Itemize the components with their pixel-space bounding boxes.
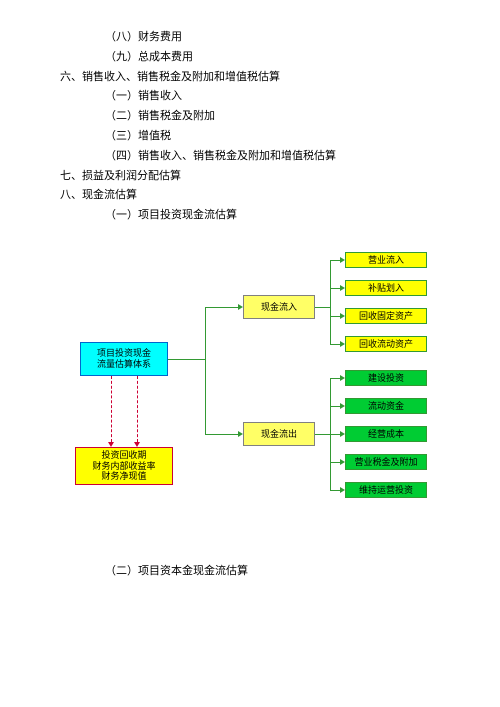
outline-item: 七、损益及利润分配估算 bbox=[60, 167, 500, 187]
arrow-icon bbox=[340, 375, 345, 381]
outline-item: （一）销售收入 bbox=[105, 87, 500, 107]
connector bbox=[205, 434, 238, 435]
connector bbox=[330, 260, 340, 261]
node-root: 项目投资现金流量估算体系 bbox=[80, 342, 168, 376]
connector bbox=[330, 316, 340, 317]
arrow-icon bbox=[340, 431, 345, 437]
node-inflow: 现金流入 bbox=[243, 295, 315, 319]
node-out4: 营业税金及附加 bbox=[345, 454, 427, 470]
node-out5: 维持运营投资 bbox=[345, 482, 427, 498]
connector-dashed bbox=[111, 376, 112, 442]
outline-item: 八、现金流估算 bbox=[60, 186, 500, 206]
connector bbox=[330, 260, 331, 344]
outline-item: （九）总成本费用 bbox=[105, 48, 500, 68]
node-out2: 流动资金 bbox=[345, 398, 427, 414]
outline-item: （八）财务费用 bbox=[105, 28, 500, 48]
connector-dashed bbox=[137, 376, 138, 442]
arrow-icon bbox=[340, 313, 345, 319]
arrow-icon bbox=[340, 459, 345, 465]
outline-item: （一）项目投资现金流估算 bbox=[105, 206, 500, 226]
arrow-icon bbox=[340, 257, 345, 263]
connector bbox=[330, 288, 340, 289]
arrow-icon bbox=[238, 431, 243, 437]
connector bbox=[330, 462, 340, 463]
outline-item: （三）增值税 bbox=[105, 127, 500, 147]
connector bbox=[330, 378, 340, 379]
outline-item: 六、销售收入、销售税金及附加和增值税估算 bbox=[60, 68, 500, 88]
arrow-icon bbox=[134, 442, 140, 447]
node-out1: 建设投资 bbox=[345, 370, 427, 386]
connector bbox=[330, 344, 340, 345]
arrow-icon bbox=[108, 442, 114, 447]
outline-item: （二）销售税金及附加 bbox=[105, 107, 500, 127]
node-metrics: 投资回收期财务内部收益率财务净现值 bbox=[75, 447, 173, 485]
node-in1: 营业流入 bbox=[345, 252, 427, 268]
connector bbox=[315, 434, 330, 435]
node-in4: 回收流动资产 bbox=[345, 336, 427, 352]
node-in3: 回收固定资产 bbox=[345, 308, 427, 324]
node-out3: 经营成本 bbox=[345, 426, 427, 442]
connector bbox=[315, 307, 330, 308]
connector bbox=[205, 307, 238, 308]
connector bbox=[330, 434, 340, 435]
connector bbox=[330, 406, 340, 407]
node-outflow: 现金流出 bbox=[243, 422, 315, 446]
outline-list: （八）财务费用 （九）总成本费用 六、销售收入、销售税金及附加和增值税估算 （一… bbox=[0, 0, 500, 226]
connector bbox=[330, 490, 340, 491]
arrow-icon bbox=[340, 341, 345, 347]
arrow-icon bbox=[238, 304, 243, 310]
cashflow-diagram: 项目投资现金流量估算体系 现金流入现金流出投资回收期财务内部收益率财务净现值 营业流… bbox=[0, 232, 500, 532]
connector bbox=[168, 359, 205, 360]
node-in2: 补贴划入 bbox=[345, 280, 427, 296]
outline-item: （四）销售收入、销售税金及附加和增值税估算 bbox=[105, 147, 500, 167]
arrow-icon bbox=[340, 285, 345, 291]
arrow-icon bbox=[340, 487, 345, 493]
arrow-icon bbox=[340, 403, 345, 409]
outline-item: （二）项目资本金现金流估算 bbox=[105, 562, 500, 582]
connector bbox=[205, 307, 206, 434]
